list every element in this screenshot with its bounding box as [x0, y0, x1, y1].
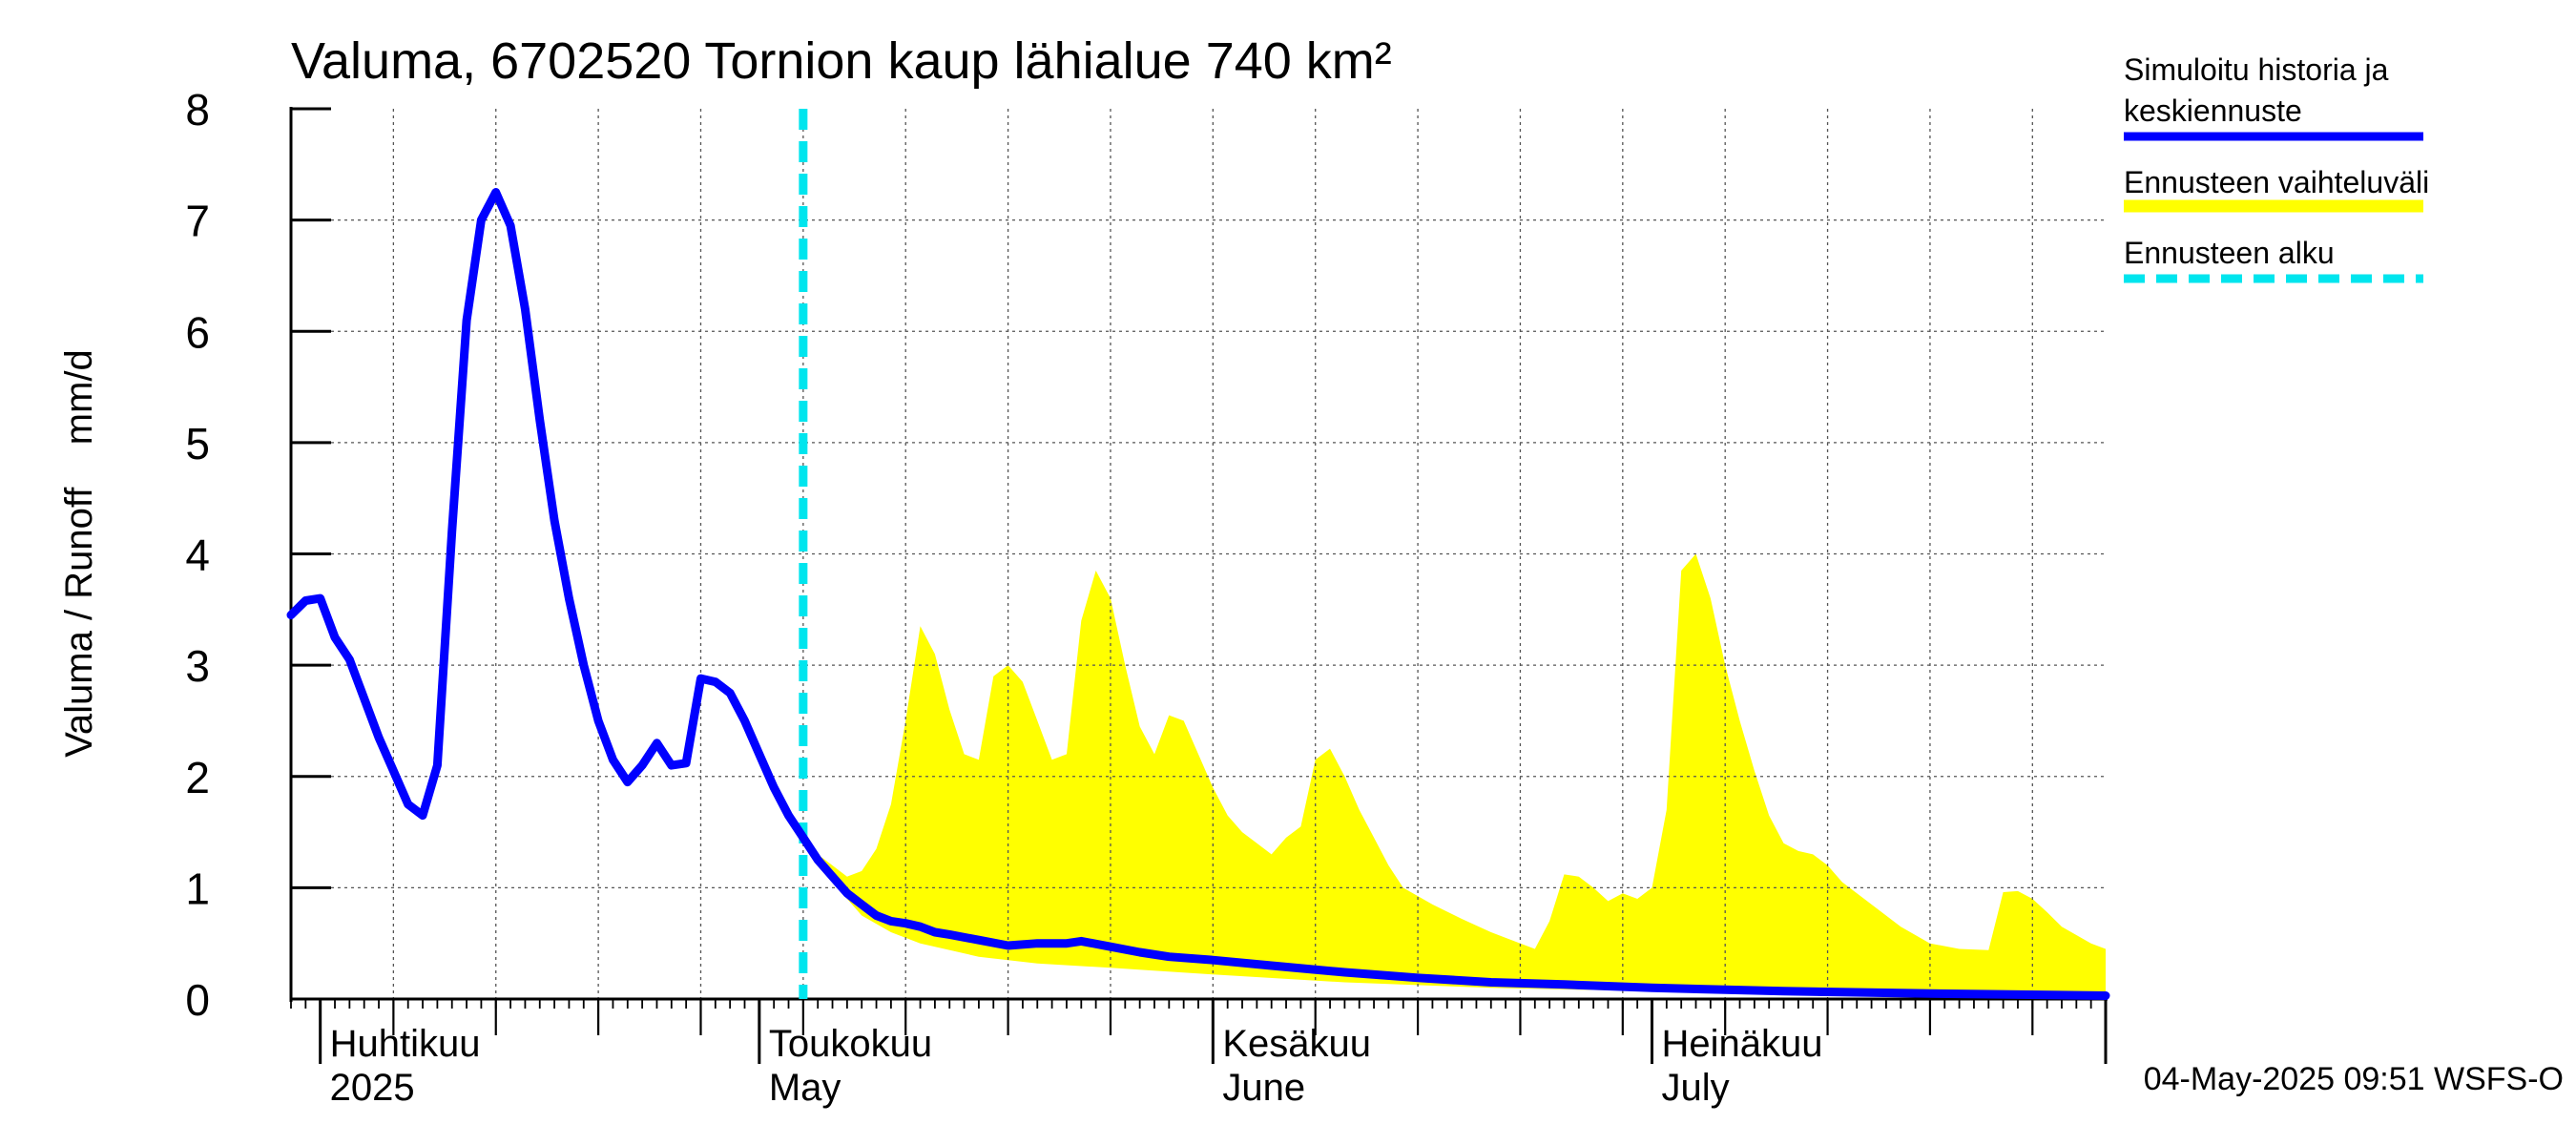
legend-label-simulated-line1: Simuloitu historia ja	[2124, 52, 2389, 87]
y-axis-label: Valuma / Runoff mm/d	[58, 349, 100, 758]
y-tick-label: 1	[185, 864, 210, 913]
y-tick-label: 4	[185, 531, 210, 580]
y-tick-label: 6	[185, 307, 210, 357]
plot-area: 012345678Huhtikuu2025ToukokuuMayKesäkuuJ…	[185, 85, 2110, 1109]
y-tick-label: 0	[185, 975, 210, 1025]
x-month-sublabel: July	[1662, 1067, 1730, 1109]
legend-label-range: Ennusteen vaihteluväli	[2124, 165, 2429, 199]
y-tick-label: 8	[185, 85, 210, 135]
x-month-label: Kesäkuu	[1222, 1023, 1371, 1065]
y-tick-label: 5	[185, 419, 210, 468]
x-month-label: Huhtikuu	[330, 1023, 481, 1065]
legend-label-simulated-line2: keskiennuste	[2124, 94, 2302, 128]
legend: Simuloitu historia ja keskiennuste Ennus…	[2124, 52, 2429, 283]
x-month-label: Heinäkuu	[1662, 1023, 1823, 1065]
chart-title: Valuma, 6702520 Tornion kaup lähialue 74…	[291, 32, 1392, 90]
x-month-sublabel: June	[1222, 1067, 1305, 1109]
y-tick-label: 3	[185, 641, 210, 691]
x-month-sublabel: 2025	[330, 1067, 415, 1109]
forecast-range-band	[802, 553, 2106, 997]
y-tick-label: 7	[185, 197, 210, 246]
legend-label-forecast-start: Ennusteen alku	[2124, 236, 2335, 270]
y-tick-label: 2	[185, 753, 210, 802]
simulated-runoff-line	[286, 188, 2110, 1000]
x-month-sublabel: May	[769, 1067, 841, 1109]
x-month-label: Toukokuu	[769, 1023, 932, 1065]
footer-timestamp: 04-May-2025 09:51 WSFS-O	[2144, 1061, 2564, 1097]
